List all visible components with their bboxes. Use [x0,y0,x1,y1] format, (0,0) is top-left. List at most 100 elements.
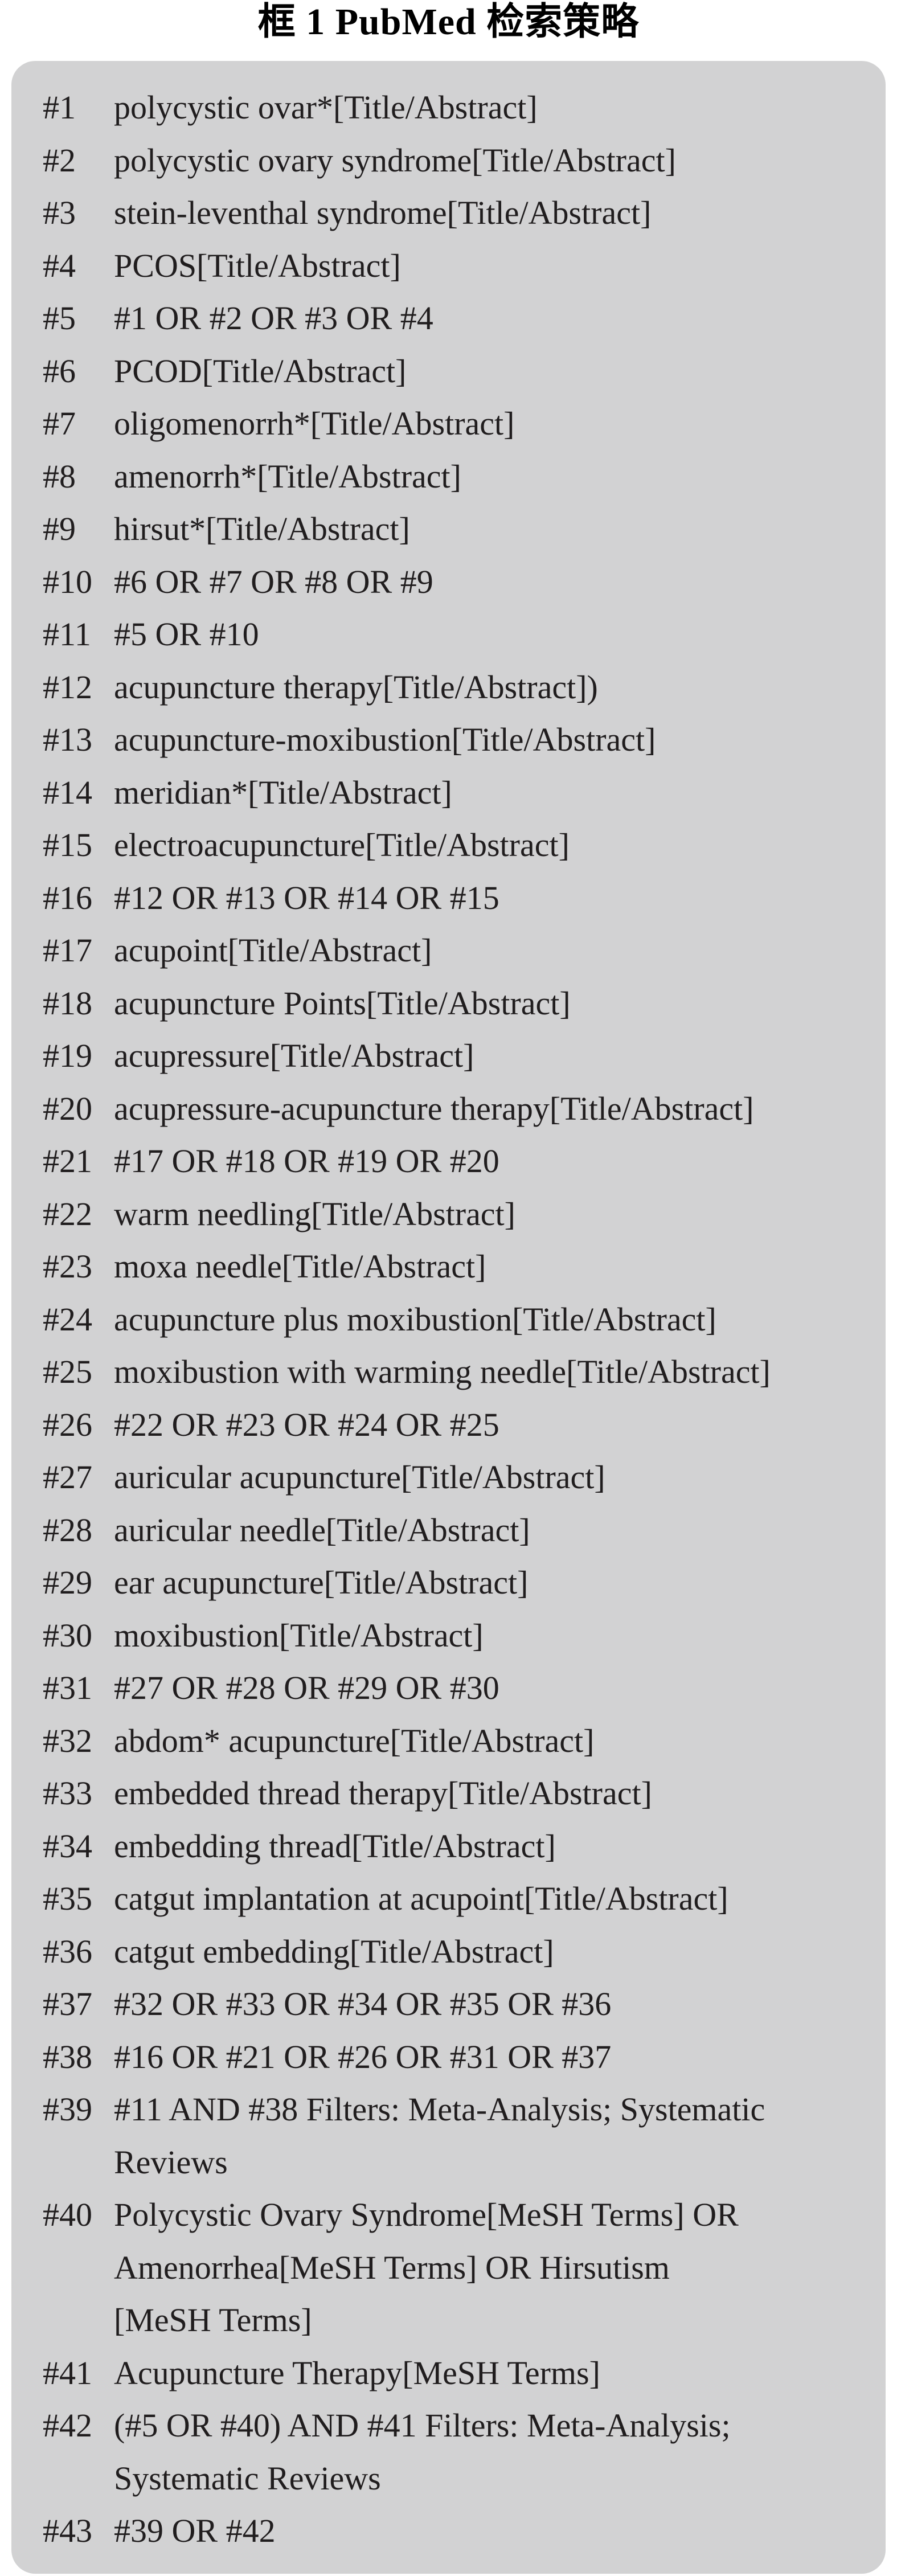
search-line: #30 moxibustion[Title/Abstract] [43,1610,870,1662]
line-number: #3 [43,194,76,231]
query-text-line: #22 OR #23 OR #24 OR #25 [114,1406,499,1443]
line-number: #28 [43,1511,92,1549]
line-number: #35 [43,1880,92,1917]
search-line: #1 polycystic ovar*[Title/Abstract] [43,81,870,134]
line-number: #26 [43,1406,92,1443]
search-line: #11 #5 OR #10 [43,608,870,661]
line-query: PCOS[Title/Abstract] [114,240,870,293]
line-query: #22 OR #23 OR #24 OR #25 [114,1399,870,1452]
search-line: #13 acupuncture-moxibustion[Title/Abstrac… [43,714,870,767]
line-query: catgut implantation at acupoint[Title/Ab… [114,1873,870,1926]
line-query: acupuncture Points[Title/Abstract] [114,977,870,1030]
line-number: #8 [43,457,76,495]
line-query: moxibustion with warming needle[Title/Ab… [114,1346,870,1399]
search-line: #35 catgut implantation at acupoint[Title… [43,1873,870,1926]
line-query: abdom* acupuncture[Title/Abstract] [114,1715,870,1768]
line-query: #27 OR #28 OR #29 OR #30 [114,1662,870,1715]
query-text-line: amenorrh*[Title/Abstract] [114,457,461,495]
search-line: #16 #12 OR #13 OR #14 OR #15 [43,872,870,925]
line-number: #39 [43,2091,92,2128]
query-text-line: moxibustion[Title/Abstract] [114,1616,484,1654]
line-number: #31 [43,1669,92,1706]
search-line: #4 PCOS[Title/Abstract] [43,240,870,293]
query-text-line: catgut implantation at acupoint[Title/Ab… [114,1880,728,1917]
query-text-line: meridian*[Title/Abstract] [114,773,452,811]
line-query: auricular needle[Title/Abstract] [114,1504,870,1557]
line-number: #14 [43,773,92,811]
line-number: #42 [43,2407,92,2444]
line-query: embedded thread therapy[Title/Abstract] [114,1767,870,1820]
search-line: #36 catgut embedding[Title/Abstract] [43,1926,870,1979]
line-number: #23 [43,1248,92,1285]
line-query: acupressure-acupuncture therapy[Title/Ab… [114,1083,870,1136]
line-number: #30 [43,1616,92,1654]
query-text-line: electroacupuncture[Title/Abstract] [114,826,570,863]
query-text-line: acupressure[Title/Abstract] [114,1037,474,1074]
line-query: #32 OR #33 OR #34 OR #35 OR #36 [114,1978,870,2031]
query-text-line: auricular acupuncture[Title/Abstract] [114,1459,605,1496]
line-query: PCOD[Title/Abstract] [114,345,870,398]
query-text-line: #17 OR #18 OR #19 OR #20 [114,1142,499,1180]
query-text-line: Polycystic Ovary Syndrome[MeSH Terms] OR [114,2196,739,2233]
line-query: acupressure[Title/Abstract] [114,1030,870,1083]
query-text-line: [MeSH Terms] [114,2301,312,2339]
query-text-line: PCOS[Title/Abstract] [114,247,401,284]
line-query: meridian*[Title/Abstract] [114,767,870,820]
line-query: acupuncture plus moxibustion[Title/Abstr… [114,1293,870,1346]
search-line: #34 embedding thread[Title/Abstract] [43,1820,870,1873]
query-text-line: acupuncture Points[Title/Abstract] [114,984,571,1022]
line-number: #17 [43,932,92,969]
search-line: #5 #1 OR #2 OR #3 OR #4 [43,292,870,345]
query-text-line: #39 OR #42 [114,2512,276,2549]
line-number: #12 [43,668,92,706]
search-line: #19 acupressure[Title/Abstract] [43,1030,870,1083]
search-line: #7 oligomenorrh*[Title/Abstract] [43,398,870,451]
line-query: #1 OR #2 OR #3 OR #4 [114,292,870,345]
search-line: #9 hirsut*[Title/Abstract] [43,503,870,556]
line-number: #18 [43,984,92,1022]
query-text-line: #16 OR #21 OR #26 OR #31 OR #37 [114,2038,612,2075]
line-query: #12 OR #13 OR #14 OR #15 [114,872,870,925]
query-text-line: oligomenorrh*[Title/Abstract] [114,405,515,442]
line-number: #24 [43,1300,92,1338]
line-query: #11 AND #38 Filters: Meta-Analysis; Syst… [114,2083,870,2189]
search-line: #26 #22 OR #23 OR #24 OR #25 [43,1399,870,1452]
line-number: #40 [43,2196,92,2233]
line-number: #9 [43,510,76,547]
query-text-line: acupuncture-moxibustion[Title/Abstract] [114,721,656,758]
line-query: #17 OR #18 OR #19 OR #20 [114,1135,870,1188]
line-number: #36 [43,1932,92,1970]
line-query: acupuncture-moxibustion[Title/Abstract] [114,714,870,767]
line-query: Acupuncture Therapy[MeSH Terms] [114,2347,870,2400]
search-line: #43 #39 OR #42 [43,2505,870,2558]
line-query: embedding thread[Title/Abstract] [114,1820,870,1873]
line-number: #1 [43,89,76,126]
line-number: #21 [43,1142,92,1180]
search-line: #32 abdom* acupuncture[Title/Abstract] [43,1715,870,1768]
search-line: #12 acupuncture therapy[Title/Abstract]) [43,661,870,714]
line-query: oligomenorrh*[Title/Abstract] [114,398,870,451]
search-line: #3 stein-leventhal syndrome[Title/Abstrac… [43,187,870,240]
query-text-line: acupuncture therapy[Title/Abstract]) [114,668,598,706]
query-text-line: #6 OR #7 OR #8 OR #9 [114,563,433,600]
line-number: #19 [43,1037,92,1074]
line-query: #39 OR #42 [114,2505,870,2558]
line-number: #16 [43,879,92,916]
search-line: #40 Polycystic Ovary Syndrome[MeSH Terms]… [43,2189,870,2347]
search-line: #17 acupoint[Title/Abstract] [43,924,870,977]
query-text-line: Reviews [114,2143,228,2181]
line-number: #33 [43,1775,92,1812]
search-line: #31 #27 OR #28 OR #29 OR #30 [43,1662,870,1715]
line-number: #5 [43,300,76,337]
line-number: #25 [43,1353,92,1390]
line-query: moxa needle[Title/Abstract] [114,1240,870,1293]
search-line: #15 electroacupuncture[Title/Abstract] [43,819,870,872]
line-number: #6 [43,352,76,390]
query-text-line: auricular needle[Title/Abstract] [114,1511,530,1549]
search-line: #37 #32 OR #33 OR #34 OR #35 OR #36 [43,1978,870,2031]
query-text-line: #1 OR #2 OR #3 OR #4 [114,300,433,337]
line-number: #29 [43,1564,92,1601]
search-line: #10 #6 OR #7 OR #8 OR #9 [43,556,870,609]
line-query: amenorrh*[Title/Abstract] [114,451,870,503]
line-number: #20 [43,1090,92,1127]
